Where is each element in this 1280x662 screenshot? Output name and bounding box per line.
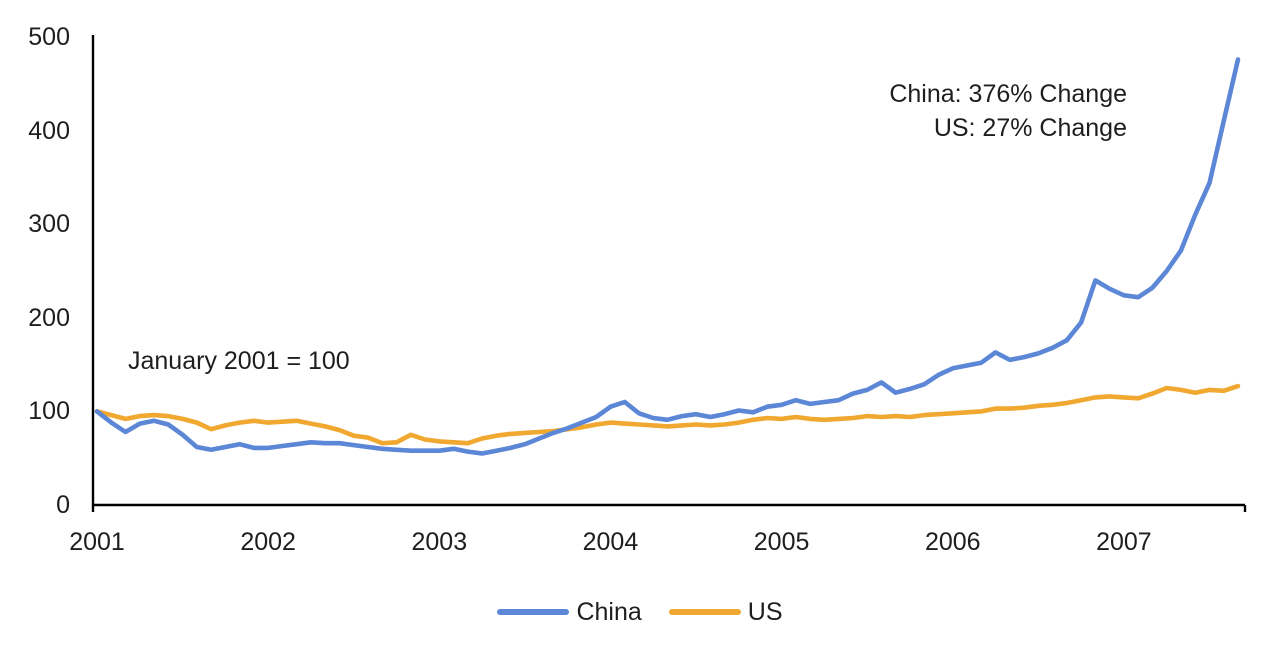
- annotation-china: China: 376% Change: [889, 80, 1127, 108]
- legend: China US: [0, 597, 1280, 627]
- x-axis-labels: 2001 2002 2003 2004 2005 2006 2007: [0, 527, 1280, 563]
- x-tick-label: 2006: [924, 528, 981, 556]
- legend-swatch-china-icon: [497, 609, 570, 615]
- change-annotation: China: 376% Change US: 27% Change: [889, 77, 1127, 145]
- baseline-note: January 2001 = 100: [128, 347, 350, 375]
- series-line-us: [94, 383, 1241, 446]
- legend-item-china: China: [497, 597, 642, 627]
- x-tick-label: 2004: [582, 528, 639, 556]
- x-tick-label: 2002: [240, 528, 296, 556]
- annotation-us: US: 27% Change: [933, 114, 1127, 142]
- legend-label-us: US: [747, 598, 783, 626]
- axis-end-ticks: [91, 505, 1247, 512]
- y-tick-label: 400: [28, 116, 70, 145]
- y-tick-label: 500: [28, 23, 70, 51]
- y-tick-label: 0: [56, 491, 70, 519]
- x-tick-label: 2003: [411, 528, 468, 556]
- legend-item-us: US: [668, 597, 783, 627]
- series-line-china: [94, 57, 1241, 456]
- legend-label-china: China: [576, 598, 642, 626]
- y-tick-label: 200: [28, 303, 70, 332]
- legend-swatch-us-icon: [668, 609, 741, 615]
- x-tick-label: 2007: [1096, 528, 1152, 556]
- x-tick-label: 2005: [753, 528, 810, 556]
- y-tick-label: 100: [28, 397, 70, 426]
- y-tick-label: 300: [28, 210, 70, 239]
- x-tick-label: 2001: [69, 528, 125, 556]
- y-axis-labels: 0 100 200 300 400 500: [0, 0, 70, 662]
